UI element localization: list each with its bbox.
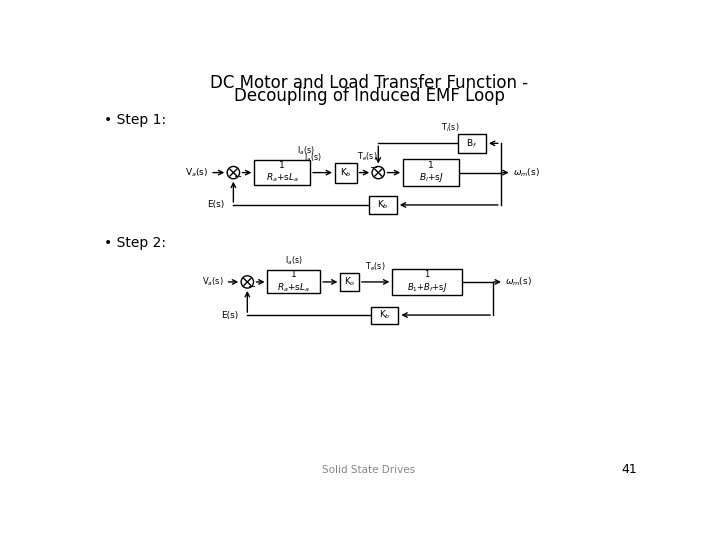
Text: 1
$B_1$+$B_f$+s$J$: 1 $B_1$+$B_f$+s$J$ bbox=[407, 270, 447, 294]
Bar bbox=[392, 269, 462, 295]
Text: $\omega_m$(s): $\omega_m$(s) bbox=[505, 276, 532, 288]
Text: 1
$R_a$+s$L_a$: 1 $R_a$+s$L_a$ bbox=[277, 271, 310, 294]
Text: 1
$R_a$+s$L_a$: 1 $R_a$+s$L_a$ bbox=[266, 161, 299, 184]
Text: $\omega_m$(s): $\omega_m$(s) bbox=[513, 166, 540, 179]
Text: I$_a$(s): I$_a$(s) bbox=[305, 152, 322, 164]
Bar bbox=[403, 159, 459, 186]
Text: • Step 1:: • Step 1: bbox=[104, 113, 166, 127]
Text: T$_e$(s): T$_e$(s) bbox=[365, 260, 386, 273]
Text: 41: 41 bbox=[621, 463, 637, 476]
Text: I$_a$(s): I$_a$(s) bbox=[297, 145, 315, 157]
Text: I$_a$(s): I$_a$(s) bbox=[285, 255, 302, 267]
Text: Solid State Drives: Solid State Drives bbox=[323, 465, 415, 475]
Bar bbox=[254, 160, 310, 185]
Bar bbox=[369, 195, 397, 214]
Circle shape bbox=[228, 166, 240, 179]
Text: K$_o$: K$_o$ bbox=[344, 276, 356, 288]
Text: K$_b$: K$_b$ bbox=[379, 309, 390, 321]
Text: E(s): E(s) bbox=[207, 200, 224, 210]
Bar bbox=[458, 134, 486, 153]
Text: T$_l$(s): T$_l$(s) bbox=[441, 122, 459, 134]
Text: T$_e$(s): T$_e$(s) bbox=[357, 151, 378, 164]
Text: Decoupling of Induced EMF Loop: Decoupling of Induced EMF Loop bbox=[233, 87, 505, 105]
Circle shape bbox=[241, 276, 253, 288]
Text: • Step 2:: • Step 2: bbox=[104, 237, 166, 251]
Text: E(s): E(s) bbox=[221, 310, 238, 320]
Bar bbox=[267, 271, 320, 294]
Text: B$_f$: B$_f$ bbox=[467, 137, 478, 150]
Text: K$_b$: K$_b$ bbox=[377, 199, 389, 211]
Text: DC Motor and Load Transfer Function -: DC Motor and Load Transfer Function - bbox=[210, 73, 528, 91]
Bar bbox=[335, 163, 356, 183]
Circle shape bbox=[372, 166, 384, 179]
Bar bbox=[371, 307, 398, 323]
Text: −: − bbox=[234, 172, 242, 182]
Text: −: − bbox=[369, 163, 378, 173]
Bar bbox=[341, 273, 359, 291]
Text: 1
$B_l$+s$J$: 1 $B_l$+s$J$ bbox=[418, 161, 444, 185]
Text: V$_a$(s): V$_a$(s) bbox=[185, 166, 209, 179]
Text: K$_b$: K$_b$ bbox=[340, 166, 351, 179]
Text: V$_a$(s): V$_a$(s) bbox=[202, 276, 224, 288]
Text: −: − bbox=[248, 281, 256, 292]
